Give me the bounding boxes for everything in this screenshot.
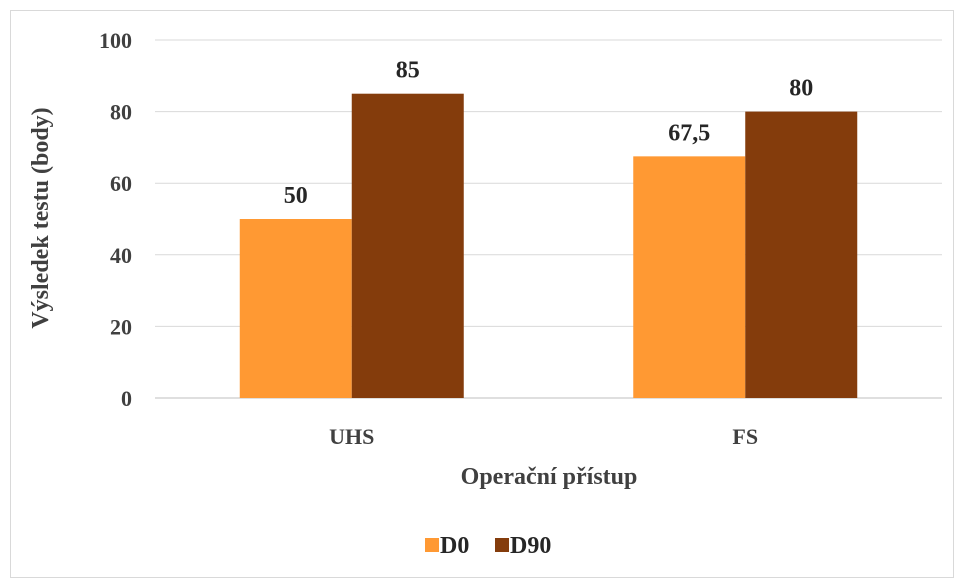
y-tick-label: 40 [110, 243, 132, 268]
y-tick-label: 60 [110, 171, 132, 196]
y-axis-ticks: 0 20 40 60 80 100 [99, 28, 132, 411]
bars [239, 93, 858, 398]
data-label: 67,5 [668, 120, 710, 146]
y-tick-label: 100 [99, 28, 132, 53]
x-axis-title: Operační přístup [461, 464, 638, 490]
legend-swatch-d90 [495, 538, 509, 552]
data-label: 80 [789, 76, 813, 102]
data-label: 50 [284, 183, 308, 209]
y-axis-title: Výsledek testu (body) [28, 107, 54, 328]
x-category-label: FS [732, 424, 758, 449]
data-label: 85 [396, 58, 420, 84]
y-tick-label: 0 [121, 386, 132, 411]
x-category-label: UHS [329, 424, 374, 449]
y-tick-label: 80 [110, 100, 132, 125]
x-axis-categories: UHS FS [329, 424, 758, 449]
y-tick-label: 20 [110, 314, 132, 339]
legend-label-d0: D0 [440, 533, 469, 559]
bar-d0-uhs [239, 219, 352, 398]
data-labels: 50 85 67,5 80 [284, 58, 814, 209]
bar-d0-fs [633, 156, 746, 398]
legend: D0 D90 [425, 533, 551, 559]
bar-d90-fs [745, 111, 858, 398]
bar-d90-uhs [351, 93, 464, 398]
legend-swatch-d0 [425, 538, 439, 552]
legend-label-d90: D90 [510, 533, 551, 559]
